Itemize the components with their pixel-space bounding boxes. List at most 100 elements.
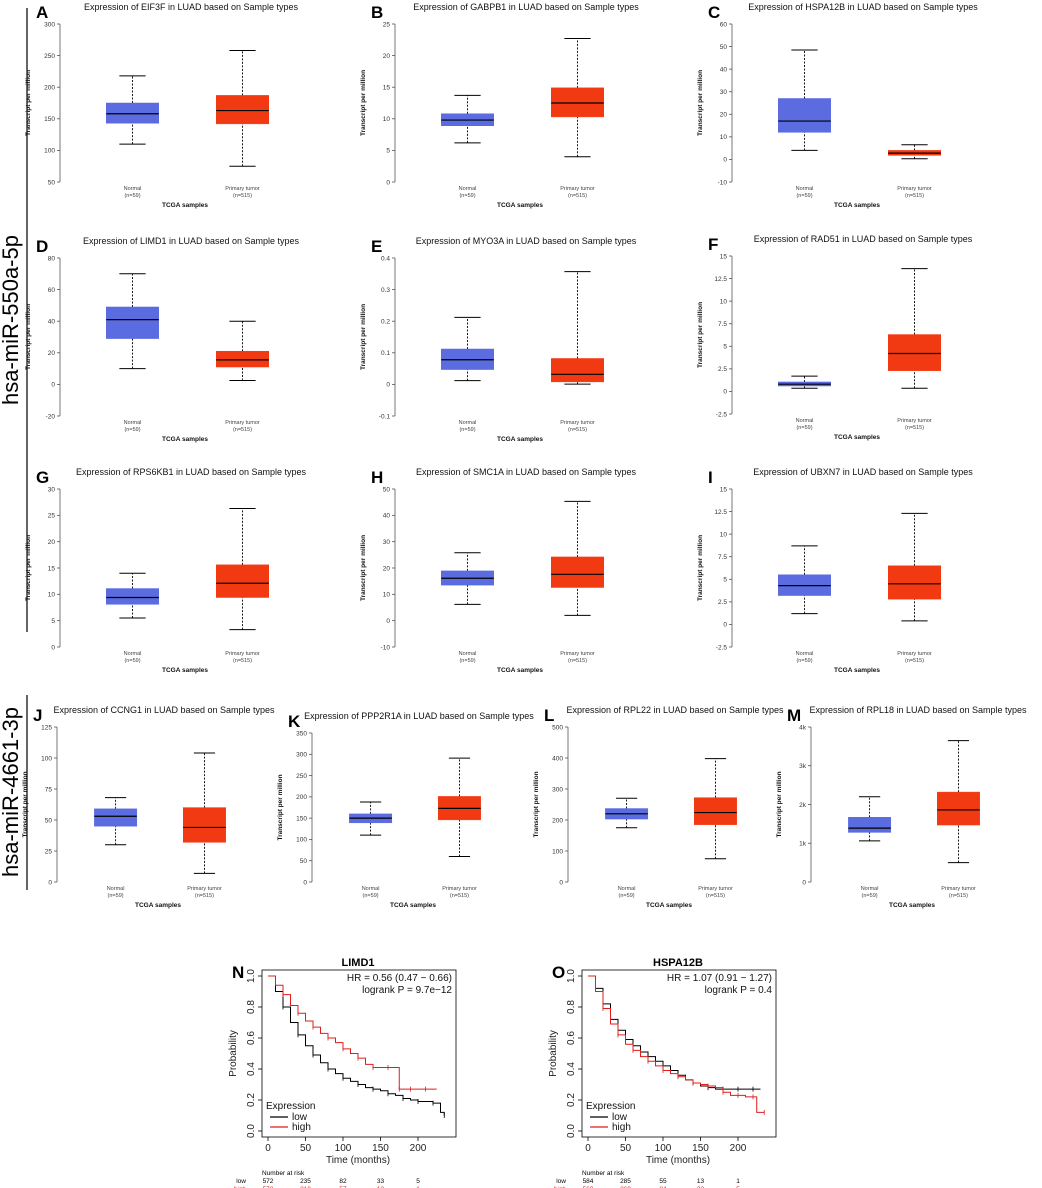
panel-title: Expression of RPL22 in LUAD based on Sam… — [566, 705, 784, 715]
box-panel-h: H Expression of SMC1A in LUAD based on Sa… — [360, 467, 637, 674]
y-tick-label: 1k — [799, 841, 807, 848]
y-tick-label: 7.5 — [718, 321, 727, 328]
y-tick-label: 4k — [799, 724, 807, 731]
y-tick-label: 30 — [383, 539, 391, 546]
group-n: (n=59) — [363, 893, 379, 899]
y-tick-label: 0 — [386, 382, 390, 389]
iqr-box — [888, 334, 941, 371]
side-label-top: hsa-miR-550a-5p — [0, 235, 23, 405]
risk-value: 560 — [583, 1186, 594, 1188]
y-tick-label: 50 — [720, 44, 728, 51]
y-tick-label: 0.4 — [381, 255, 390, 262]
group-label: Primary tumor — [225, 420, 260, 426]
group-n: (n=59) — [124, 658, 140, 664]
y-tick-label: 100 — [296, 837, 307, 844]
group-n: (n=515) — [706, 893, 725, 899]
y-axis-label: Transcript per million — [776, 771, 783, 837]
box-panel-d: D Expression of LIMD1 in LUAD based on Sa… — [25, 236, 300, 443]
risk-value: 285 — [620, 1178, 631, 1185]
y-tick-label: 50 — [45, 817, 53, 824]
group-label: Primary tumor — [187, 886, 222, 892]
legend-label-high: high — [292, 1122, 311, 1133]
box-panel-k: K Expression of PPP2R1A in LUAD based on … — [277, 711, 534, 909]
y-tick-label: 100 — [41, 755, 52, 762]
normal-box — [441, 552, 494, 605]
y-tick-label: 250 — [296, 773, 307, 780]
y-tick-label: 2.5 — [718, 599, 727, 606]
x-axis-label: TCGA samples — [834, 667, 880, 674]
y-tick-label: 300 — [296, 752, 307, 759]
y-tick-label: -20 — [46, 413, 56, 420]
y-tick-label: 200 — [296, 794, 307, 801]
y-axis-label: Transcript per million — [533, 771, 540, 837]
tumor-box — [551, 500, 604, 616]
group-n: (n=515) — [195, 893, 214, 899]
y-tick-label: 350 — [296, 730, 307, 737]
risk-value: 57 — [339, 1186, 347, 1188]
x-tick-label: 100 — [335, 1143, 352, 1154]
y-tick-label: 1.0 — [566, 969, 577, 983]
y-tick-label: 20 — [48, 539, 56, 546]
km-panel-o: O HSPA12B 0.0 0.2 0.4 0.6 0.8 1.0 0 50 100 150 200 Pr… — [548, 957, 777, 1188]
normal-box — [441, 94, 494, 144]
risk-value: 13 — [697, 1178, 705, 1185]
legend-title: Expression — [266, 1101, 315, 1112]
risk-header: Number at risk — [582, 1170, 625, 1177]
y-tick-label: 0.6 — [246, 1031, 257, 1045]
y-tick-label: 0.8 — [246, 1000, 257, 1014]
plot-frame — [261, 969, 457, 1138]
risk-value: 33 — [377, 1178, 385, 1185]
normal-box — [106, 572, 159, 619]
x-axis-label: Time (months) — [326, 1155, 390, 1166]
y-tick-label: 200 — [44, 85, 55, 92]
group-n: (n=59) — [619, 893, 635, 899]
y-tick-label: 0.4 — [246, 1062, 257, 1076]
normal-box — [106, 273, 159, 370]
y-tick-label: 0.8 — [566, 1000, 577, 1014]
group-label: Primary tumor — [560, 651, 595, 657]
iqr-box — [694, 797, 737, 825]
x-axis-label: TCGA samples — [497, 436, 543, 443]
y-tick-label: -0.1 — [379, 413, 391, 420]
group-label: Normal — [618, 886, 636, 892]
normal-box — [94, 797, 138, 846]
y-tick-label: 0 — [723, 389, 727, 396]
group-label: Normal — [796, 418, 814, 424]
x-axis-label: TCGA samples — [497, 202, 543, 209]
normal-box — [605, 797, 649, 829]
panel-letter: N — [232, 963, 244, 982]
y-axis-label: Transcript per million — [360, 304, 367, 370]
group-n: (n=59) — [862, 893, 878, 899]
tumor-box — [216, 507, 269, 631]
legend-label-high: high — [612, 1122, 631, 1133]
group-label: Normal — [124, 651, 142, 657]
y-axis-label: Transcript per million — [25, 535, 32, 601]
box-panel-g: G Expression of RPS6KB1 in LUAD based on … — [25, 467, 307, 674]
risk-value: 5 — [416, 1178, 420, 1185]
box-panel-f: F Expression of RAD51 in LUAD based on Sa… — [697, 234, 973, 441]
y-tick-label: 15 — [720, 253, 728, 260]
y-tick-label: 10 — [720, 134, 728, 141]
y-tick-label: 30 — [720, 89, 728, 96]
y-tick-label: 500 — [552, 724, 563, 731]
y-tick-label: 250 — [44, 53, 55, 60]
y-axis-label: Transcript per million — [25, 70, 32, 136]
group-label: Normal — [796, 186, 814, 192]
risk-value: 235 — [300, 1178, 311, 1185]
y-tick-label: 0.2 — [246, 1093, 257, 1107]
hazard-ratio: HR = 0.56 (0.47 − 0.66) — [347, 973, 452, 984]
y-tick-label: 12.5 — [714, 509, 727, 516]
group-label: Primary tumor — [698, 886, 733, 892]
group-label: Normal — [362, 886, 380, 892]
y-tick-label: 60 — [720, 21, 728, 28]
y-axis-label: Transcript per million — [22, 771, 29, 837]
y-axis-label: Transcript per million — [697, 70, 704, 136]
y-tick-label: 20 — [48, 350, 56, 357]
y-tick-label: 40 — [720, 66, 728, 73]
x-tick-label: 0 — [585, 1143, 591, 1154]
y-tick-label: -10 — [718, 179, 728, 186]
box-panel-a: A Expression of EIF3F in LUAD based on Sa… — [25, 2, 299, 209]
group-n: (n=515) — [450, 893, 469, 899]
group-label: Normal — [861, 886, 879, 892]
panel-letter: I — [708, 468, 713, 487]
